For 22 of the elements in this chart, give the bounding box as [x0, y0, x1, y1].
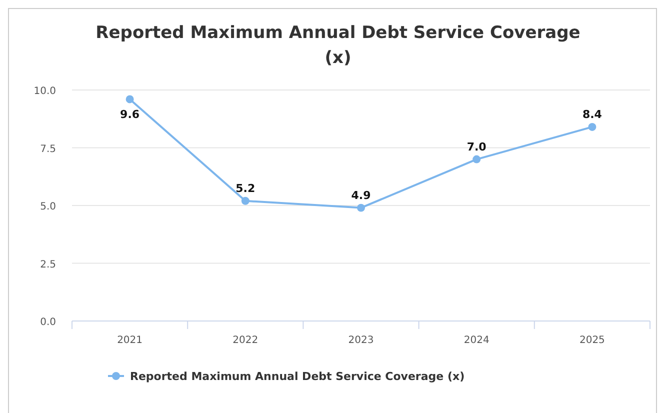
y-tick-label: 0.0	[40, 317, 56, 328]
y-tick-label: 5.0	[40, 202, 56, 212]
data-label: 4.9	[351, 188, 371, 202]
x-tick-label: 2021	[117, 335, 143, 346]
point	[588, 122, 596, 131]
point	[241, 196, 250, 205]
point	[357, 204, 365, 212]
legend-label: Reported Maximum Annual Debt Service Coverage (x)	[130, 370, 465, 383]
x-tick-label: 2025	[579, 335, 605, 346]
point	[472, 155, 481, 164]
y-tick-label: 7.5	[40, 144, 56, 155]
y-tick-label: 2.5	[40, 259, 56, 270]
point	[126, 95, 134, 104]
x-tick-label: 2023	[348, 335, 374, 346]
data-label: 7.0	[466, 140, 487, 154]
data-label: 8.4	[582, 108, 602, 121]
data-label: 5.2	[236, 182, 256, 195]
x-tick-label: 2022	[232, 335, 258, 346]
data-label: 9.6	[120, 108, 140, 122]
x-tick-label: 2024	[464, 335, 490, 346]
y-tick-label: 10.0	[34, 86, 56, 97]
chart-title: Reported Maximum Annual Debt Service Coverage (x)	[96, 23, 580, 68]
